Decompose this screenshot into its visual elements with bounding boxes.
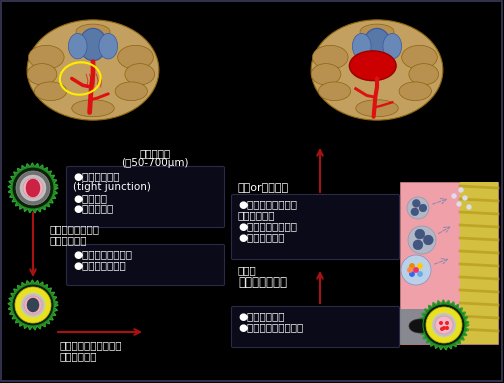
Ellipse shape <box>409 319 431 333</box>
Circle shape <box>12 167 54 209</box>
Ellipse shape <box>383 33 402 59</box>
Polygon shape <box>419 300 469 350</box>
Text: 慢性炎　など: 慢性炎 など <box>60 351 97 361</box>
Circle shape <box>415 229 425 239</box>
Ellipse shape <box>438 317 452 327</box>
Circle shape <box>410 272 414 276</box>
FancyBboxPatch shape <box>231 306 400 347</box>
Circle shape <box>23 178 43 198</box>
Text: (径50-700μm): (径50-700μm) <box>121 158 189 168</box>
Bar <box>460 182 498 344</box>
Ellipse shape <box>409 64 438 85</box>
Circle shape <box>423 235 433 245</box>
Polygon shape <box>8 280 58 330</box>
Text: ●コラーゲン沈着: ●コラーゲン沈着 <box>73 260 126 270</box>
Circle shape <box>467 205 471 209</box>
Ellipse shape <box>80 28 107 61</box>
Circle shape <box>432 313 456 337</box>
Ellipse shape <box>69 33 87 59</box>
Ellipse shape <box>360 24 394 39</box>
Ellipse shape <box>363 28 391 61</box>
Circle shape <box>407 197 429 219</box>
Circle shape <box>452 194 456 198</box>
FancyBboxPatch shape <box>67 244 224 285</box>
Circle shape <box>463 196 467 200</box>
Text: 菌血症: 菌血症 <box>238 265 257 275</box>
Ellipse shape <box>399 82 431 101</box>
Circle shape <box>426 307 462 343</box>
Circle shape <box>413 240 423 250</box>
Text: ●血小板凝集の陰害: ●血小板凝集の陰害 <box>238 221 297 231</box>
Circle shape <box>411 208 419 216</box>
Circle shape <box>446 327 448 329</box>
Text: ●血管周囲腔: ●血管周囲腔 <box>73 203 113 213</box>
Circle shape <box>419 204 427 212</box>
Text: 急性or慢性炎症: 急性or慢性炎症 <box>238 183 289 193</box>
Ellipse shape <box>349 51 396 81</box>
Text: 高血圧にともなう: 高血圧にともなう <box>50 224 100 234</box>
Bar <box>400 309 460 344</box>
Text: リモデリング: リモデリング <box>50 235 88 245</box>
Circle shape <box>439 322 443 324</box>
Text: 加齢、酸素ストレス、: 加齢、酸素ストレス、 <box>60 340 122 350</box>
Circle shape <box>408 226 436 254</box>
Circle shape <box>20 175 46 201</box>
Circle shape <box>408 268 412 272</box>
Text: 穿通枝動脈: 穿通枝動脈 <box>140 148 171 158</box>
Ellipse shape <box>117 45 153 69</box>
FancyBboxPatch shape <box>231 195 400 260</box>
Text: ミュータンス菌: ミュータンス菌 <box>238 276 287 289</box>
Ellipse shape <box>311 64 341 85</box>
Ellipse shape <box>27 298 39 312</box>
Ellipse shape <box>76 24 110 39</box>
FancyBboxPatch shape <box>67 167 224 228</box>
Circle shape <box>15 287 51 323</box>
Circle shape <box>418 264 422 268</box>
Circle shape <box>459 188 463 192</box>
Ellipse shape <box>402 45 437 69</box>
Ellipse shape <box>356 100 398 117</box>
Circle shape <box>440 328 444 330</box>
Ellipse shape <box>99 33 117 59</box>
Text: ●平滑筋層: ●平滑筋層 <box>73 193 107 203</box>
Text: ●血管内皮透過性了進: ●血管内皮透過性了進 <box>238 322 303 332</box>
Circle shape <box>435 316 453 334</box>
Ellipse shape <box>27 20 159 120</box>
Ellipse shape <box>27 64 57 85</box>
Circle shape <box>412 200 420 207</box>
Circle shape <box>418 272 422 276</box>
Circle shape <box>414 268 418 272</box>
Ellipse shape <box>26 179 40 197</box>
Circle shape <box>443 327 446 329</box>
Ellipse shape <box>115 82 147 101</box>
Text: ●血管内皮障害: ●血管内皮障害 <box>238 311 284 321</box>
Text: 細菌の結合: 細菌の結合 <box>238 210 276 220</box>
Text: ●血管内皮細胞: ●血管内皮細胞 <box>73 171 119 181</box>
Ellipse shape <box>311 20 443 120</box>
Circle shape <box>21 293 45 317</box>
Circle shape <box>16 171 50 205</box>
Polygon shape <box>8 163 58 213</box>
Text: ●好中球の浸潤: ●好中球の浸潤 <box>238 232 284 242</box>
Ellipse shape <box>28 45 64 69</box>
Circle shape <box>423 304 465 346</box>
Circle shape <box>457 202 461 206</box>
Ellipse shape <box>319 82 351 101</box>
Ellipse shape <box>34 82 67 101</box>
Ellipse shape <box>312 45 348 69</box>
Circle shape <box>446 322 448 324</box>
Ellipse shape <box>72 100 114 117</box>
Circle shape <box>24 296 42 314</box>
Text: (tight junction): (tight junction) <box>73 182 151 192</box>
Ellipse shape <box>125 64 155 85</box>
Circle shape <box>12 284 54 326</box>
Circle shape <box>401 255 431 285</box>
FancyBboxPatch shape <box>400 182 498 344</box>
Text: ●平滑筋細胞の脱核: ●平滑筋細胞の脱核 <box>73 249 132 259</box>
Text: ●１型コラーゲンと: ●１型コラーゲンと <box>238 199 297 209</box>
Circle shape <box>410 264 414 268</box>
Ellipse shape <box>352 33 371 59</box>
